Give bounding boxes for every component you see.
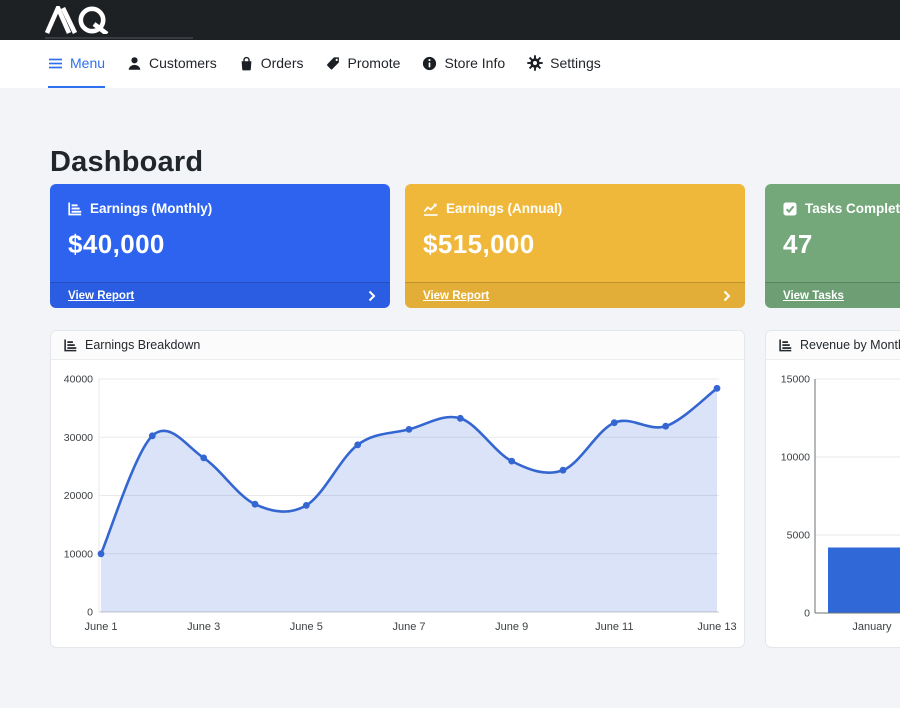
panel-header: Earnings Breakdown (51, 331, 744, 360)
card-header: Earnings (Annual) (405, 184, 745, 216)
card-title: Earnings (Monthly) (90, 201, 213, 216)
nav-label: Promote (347, 55, 401, 71)
main-navbar: Menu Customers Orders Promote Store Info (0, 40, 900, 88)
svg-text:30000: 30000 (64, 432, 93, 444)
svg-text:20000: 20000 (64, 490, 93, 502)
svg-text:15000: 15000 (781, 374, 810, 386)
card-title: Earnings (Annual) (446, 201, 563, 216)
check-square-icon (783, 202, 797, 215)
card-value: $40,000 (68, 229, 165, 259)
svg-text:June 11: June 11 (595, 621, 633, 633)
nav-item-promote[interactable]: Promote (326, 40, 401, 88)
nav-item-store-info[interactable]: Store Info (422, 40, 505, 88)
view-tasks-link[interactable]: View Tasks (783, 289, 844, 302)
card-footer: View Report (405, 282, 745, 308)
nav-item-customers[interactable]: Customers (127, 40, 217, 88)
svg-text:June 7: June 7 (392, 621, 425, 633)
card-value: $515,000 (423, 229, 535, 259)
card-title: Tasks Completed (805, 201, 900, 216)
card-earnings-annual: Earnings (Annual) $515,000 View Report (405, 184, 745, 308)
revenue-by-month-chart: 0 5000 10000 15000 January (766, 360, 900, 647)
gear-icon (527, 55, 543, 71)
svg-text:10000: 10000 (781, 452, 810, 464)
revenue-by-month-panel: Revenue by Month 0 5000 10000 15000 January (765, 330, 900, 648)
nav-label: Settings (550, 55, 601, 71)
dashboard-content: Dashboard Earnings (Monthly) $40,000 Vie… (0, 88, 900, 708)
bar-chart-icon (779, 338, 792, 351)
chevron-right-icon (723, 290, 731, 301)
nav-label: Customers (149, 55, 217, 71)
panel-header: Revenue by Month (766, 331, 900, 360)
line-chart-icon (423, 203, 438, 216)
bar-chart-icon (68, 202, 82, 215)
svg-text:0: 0 (804, 608, 810, 620)
svg-text:June 9: June 9 (495, 621, 528, 633)
svg-text:June 13: June 13 (697, 621, 736, 633)
svg-text:0: 0 (87, 607, 93, 619)
brand-logo-icon (44, 2, 109, 36)
card-footer: View Tasks (765, 282, 900, 308)
card-header: Earnings (Monthly) (50, 184, 390, 216)
logo-underline (45, 37, 193, 39)
page-title: Dashboard (50, 146, 204, 178)
earnings-breakdown-panel: Earnings Breakdown 0 10000 20000 30000 40000… (50, 330, 745, 648)
svg-text:June 1: June 1 (84, 621, 117, 633)
svg-text:10000: 10000 (64, 548, 93, 560)
top-app-bar (0, 0, 900, 40)
svg-text:June 5: June 5 (290, 621, 323, 633)
view-report-link[interactable]: View Report (423, 289, 490, 302)
nav-item-orders[interactable]: Orders (239, 40, 304, 88)
nav-label: Store Info (444, 55, 506, 71)
earnings-breakdown-chart: 0 10000 20000 30000 40000 June 1 June 3 June 5 J… (51, 360, 744, 647)
brand-logo[interactable] (44, 2, 130, 39)
svg-text:January: January (852, 621, 892, 633)
card-tasks-completed: Tasks Completed 47 View Tasks (765, 184, 900, 308)
shopping-bag-icon (241, 56, 252, 70)
view-report-link[interactable]: View Report (68, 289, 135, 302)
svg-text:5000: 5000 (787, 530, 811, 542)
bar-chart-icon (64, 338, 77, 351)
chart-panels-row: Earnings Breakdown 0 10000 20000 30000 40000… (50, 330, 900, 648)
nav-label: Menu (70, 55, 106, 71)
svg-text:40000: 40000 (64, 374, 93, 386)
card-footer: View Report (50, 282, 390, 308)
card-value: 47 (783, 229, 813, 259)
chevron-right-icon (368, 290, 376, 301)
card-header: Tasks Completed (765, 184, 900, 216)
person-icon (128, 56, 141, 70)
hamburger-icon (49, 58, 62, 68)
card-earnings-monthly: Earnings (Monthly) $40,000 View Report (50, 184, 390, 308)
nav-label: Orders (260, 55, 304, 71)
panel-title: Earnings Breakdown (85, 338, 201, 352)
svg-text:June 3: June 3 (187, 621, 220, 633)
stat-cards-row: Earnings (Monthly) $40,000 View Report E… (50, 184, 900, 308)
nav-item-settings[interactable]: Settings (527, 40, 601, 88)
nav-item-menu[interactable]: Menu (48, 40, 106, 88)
tag-icon (326, 56, 339, 69)
info-circle-icon (423, 56, 437, 70)
panel-title: Revenue by Month (800, 338, 900, 352)
